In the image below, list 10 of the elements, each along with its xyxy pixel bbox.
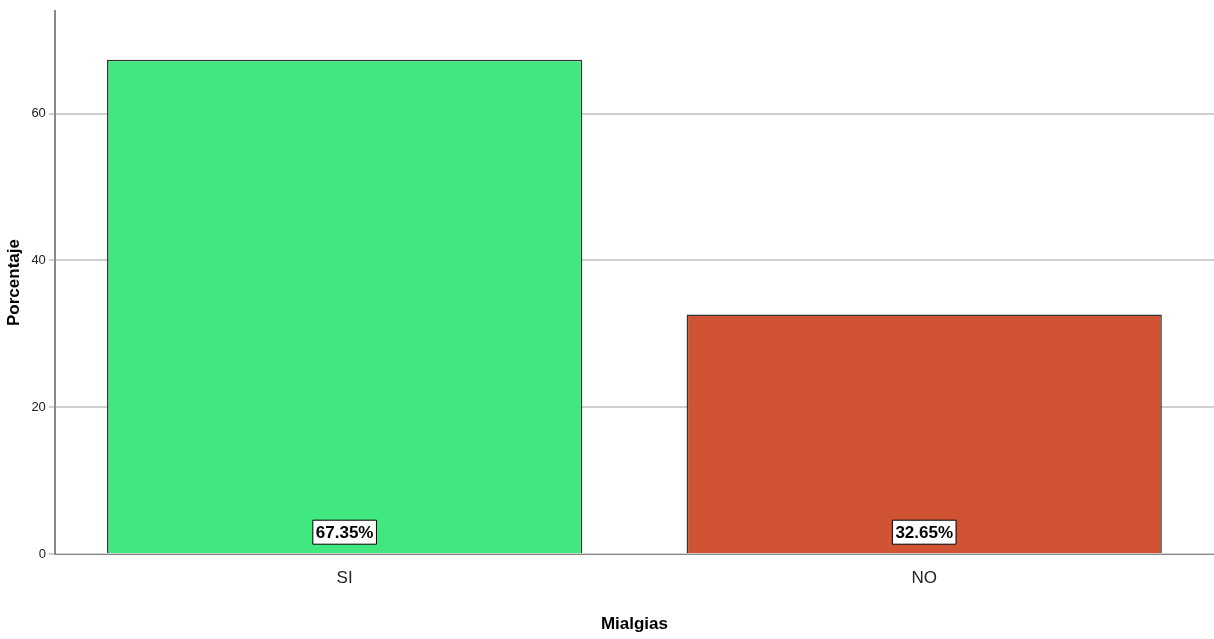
data-label: 32.65% [895, 522, 954, 542]
x-axis-title: Mialgias [600, 614, 668, 634]
y-tick-label: 60 [31, 105, 46, 121]
y-tick-label: 40 [31, 252, 46, 268]
data-label: 67.35% [315, 522, 374, 542]
x-tick-label: SI [336, 568, 353, 588]
y-axis-title: Porcentaje [3, 239, 23, 326]
y-tick-label: 20 [31, 398, 46, 414]
x-tick-label: NO [911, 568, 937, 588]
y-tick-label: 0 [38, 545, 46, 561]
